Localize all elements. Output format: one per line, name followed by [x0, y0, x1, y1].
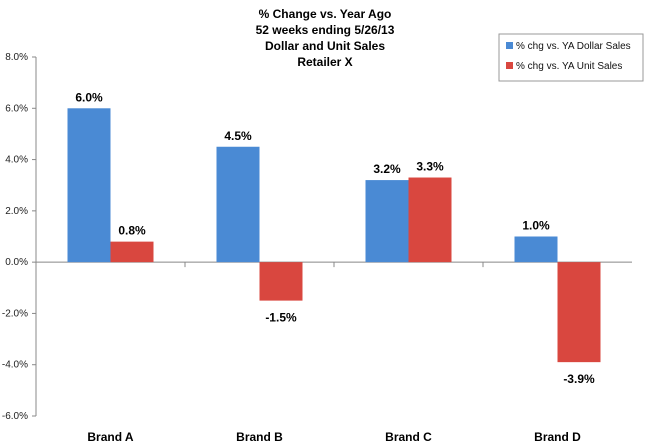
- bar: [216, 146, 260, 263]
- bar: [67, 108, 111, 263]
- bar-value-label: 1.0%: [522, 219, 550, 233]
- bar-value-label: 3.2%: [373, 162, 401, 176]
- y-tick-label: 6.0%: [5, 103, 28, 114]
- bars: [67, 108, 601, 363]
- chart-title-line: 52 weeks ending 5/26/13: [256, 23, 395, 37]
- x-category-label: Brand C: [385, 430, 432, 443]
- y-tick-label: -2.0%: [2, 308, 28, 319]
- bar: [110, 241, 154, 263]
- y-tick-label: 4.0%: [5, 155, 28, 166]
- bar-value-label: 4.5%: [224, 129, 252, 143]
- bar: [408, 177, 452, 263]
- y-tick-label: 2.0%: [5, 206, 28, 217]
- chart-title-line: Retailer X: [297, 55, 352, 69]
- bar: [514, 236, 558, 263]
- bar-value-label: 3.3%: [416, 160, 444, 174]
- bar: [365, 180, 409, 263]
- axes: 8.0% 6.0% 4.0% 2.0% 0.0% -2.0% -4.0% -6.0% Brand…: [2, 52, 632, 443]
- legend-swatch: [506, 62, 513, 69]
- bar: [259, 262, 303, 301]
- y-tick-label: 8.0%: [5, 52, 28, 63]
- legend-label: % chg vs. YA Unit Sales: [516, 61, 622, 72]
- legend-label: % chg vs. YA Dollar Sales: [516, 41, 631, 52]
- legend-box: [498, 33, 644, 82]
- bar-value-label: 6.0%: [75, 90, 103, 104]
- x-category-label: Brand B: [236, 430, 283, 443]
- y-tick-label: -4.0%: [2, 360, 28, 371]
- y-tick-label: -6.0%: [2, 411, 28, 422]
- chart-title: % Change vs. Year Ago 52 weeks ending 5/2…: [256, 7, 395, 69]
- bar-value-label: 0.8%: [118, 224, 146, 238]
- bar-value-label: -1.5%: [265, 311, 297, 325]
- chart-title-line: Dollar and Unit Sales: [265, 39, 385, 53]
- bar: [557, 262, 601, 363]
- data-labels: 6.0% 4.5% 3.2% 1.0% 0.8% -1.5% 3.3% -3.9%: [75, 90, 595, 386]
- x-category-label: Brand D: [534, 430, 581, 443]
- y-tick-label: 0.0%: [5, 257, 28, 268]
- bar-value-label: -3.9%: [563, 372, 595, 386]
- x-category-label: Brand A: [87, 430, 134, 443]
- chart-title-line: % Change vs. Year Ago: [259, 7, 392, 21]
- legend: % chg vs. YA Dollar Sales % chg vs. YA Un…: [498, 33, 644, 82]
- legend-swatch: [506, 42, 513, 49]
